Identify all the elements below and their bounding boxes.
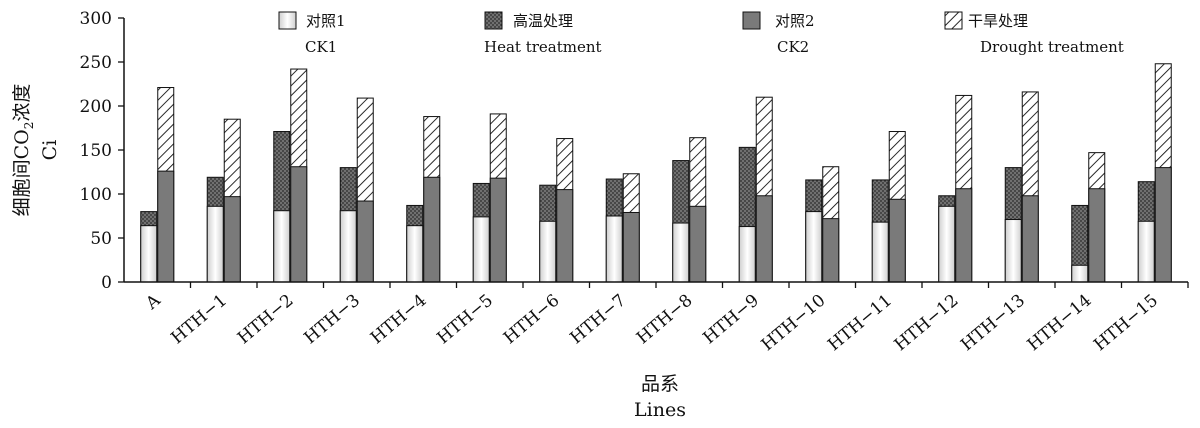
y-tick-label: 50 (90, 229, 112, 249)
y-axis-title-en: Ci (39, 140, 61, 161)
svg-text:细胞间CO2浓度: 细胞间CO2浓度 (11, 84, 36, 217)
x-tick-labels: A HTH−1 HTH−2 HTH−3 HTH−4 HTH−5 HTH−6 HTH−7 HTH−… (141, 290, 1162, 355)
legend-swatch-heat (484, 11, 503, 30)
bar-ck2 (556, 189, 574, 283)
bar-ck2 (689, 205, 707, 283)
y-axis-title-sub: 2 (22, 122, 36, 130)
y-axis-ticks: 0 50 100 150 200 250 300 (80, 9, 124, 293)
bars (140, 63, 1172, 283)
bar-ck1 (672, 222, 690, 283)
bar-ck2 (622, 211, 640, 283)
bar-ck2 (822, 218, 840, 283)
bar-ck2 (157, 170, 175, 283)
y-tick-label: 0 (101, 273, 112, 293)
bar-ck2 (423, 176, 441, 283)
x-tick-label: HTH−15 (1090, 291, 1162, 356)
x-tick-label: HTH−5 (434, 291, 497, 349)
x-tick-label: HTH−12 (891, 291, 963, 356)
bar-ck2 (888, 198, 906, 283)
x-tick-label: HTH−3 (301, 291, 364, 349)
bar-ck1 (339, 210, 357, 283)
bar-ck1 (472, 216, 490, 283)
x-tick-label: HTH−2 (234, 291, 297, 349)
bar-ck2 (489, 177, 507, 283)
x-axis-title-cn: 品系 (641, 373, 679, 395)
bar-ck2 (755, 195, 773, 283)
y-axis-title-cn: 细胞间CO (11, 129, 33, 216)
bar-ck1 (273, 210, 291, 283)
bar-ck1 (1004, 219, 1022, 283)
x-tick-label: HTH−11 (824, 291, 896, 356)
x-tick-label: HTH−9 (700, 291, 763, 349)
legend-label-heat-en: Heat treatment (484, 38, 602, 56)
bar-ck1 (140, 225, 158, 283)
legend-label-ck2-cn: 对照2 (775, 12, 815, 30)
x-tick-label: HTH−13 (957, 291, 1029, 356)
legend-label-heat-cn: 高温处理 (513, 12, 573, 30)
x-tick-label: HTH−14 (1024, 291, 1096, 356)
legend-label-ck1-en: CK1 (305, 38, 337, 56)
legend-label-drought-en: Drought treatment (980, 38, 1124, 56)
bar-ck1 (938, 205, 956, 283)
x-tick-label: HTH−6 (500, 291, 563, 349)
bar-ck1 (539, 220, 557, 283)
legend-label-ck2-en: CK2 (777, 38, 809, 56)
bar-ck2 (955, 188, 973, 283)
y-axis-title-cn-tail: 浓度 (11, 84, 33, 122)
bar-ck1 (605, 215, 623, 283)
y-tick-label: 300 (80, 9, 112, 29)
bar-ck1 (871, 221, 889, 283)
legend-label-ck1-cn: 对照1 (306, 12, 346, 30)
legend-label-drought-cn: 干旱处理 (968, 12, 1028, 30)
bar-ck2 (1088, 188, 1106, 283)
bar-ck2 (356, 200, 374, 283)
x-tick-label: HTH−4 (367, 291, 430, 349)
bar-ck1 (206, 205, 224, 283)
x-tick-label: HTH−1 (168, 291, 231, 349)
bar-ck2 (223, 196, 241, 283)
y-axis-title: 细胞间CO2浓度 (11, 84, 36, 217)
y-tick-label: 150 (80, 141, 112, 161)
bar-ck2 (1154, 167, 1172, 283)
legend-swatch-ck1 (278, 11, 297, 30)
x-tick-label: HTH−8 (633, 291, 696, 349)
y-tick-label: 100 (80, 185, 112, 205)
bar-ck1 (805, 211, 823, 283)
bar-ck1 (1071, 264, 1089, 283)
bar-ck1 (738, 226, 756, 283)
y-axis-title-en-group: Ci (39, 140, 61, 161)
y-tick-label: 250 (80, 53, 112, 73)
bar-ck1 (1137, 220, 1155, 283)
legend: 对照1 CK1 高温处理 Heat treatment 对照2 CK2 干旱处理… (278, 11, 1124, 56)
x-tick-label: HTH−10 (758, 291, 830, 356)
y-tick-label: 200 (80, 97, 112, 117)
x-axis-title-en: Lines (634, 399, 686, 421)
legend-swatch-ck2 (742, 11, 761, 30)
bar-ck2 (290, 166, 308, 283)
bar-ck1 (406, 225, 424, 283)
x-tick-label: HTH−7 (567, 291, 630, 349)
bar-ck2 (1021, 195, 1039, 283)
axes (123, 18, 1189, 288)
x-tick-label: A (141, 290, 165, 314)
legend-swatch-drought (944, 11, 963, 30)
